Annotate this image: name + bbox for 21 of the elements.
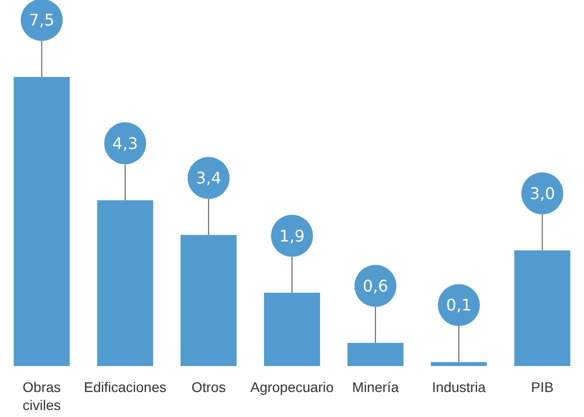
x-tick-label: Minería — [352, 379, 399, 395]
bar — [264, 292, 320, 366]
x-tick-label: PIB — [530, 379, 554, 395]
x-tick-label: Edificaciones — [84, 379, 166, 395]
data-label: 3,4 — [196, 168, 222, 188]
x-tick-label: Agropecuario — [250, 379, 334, 395]
bar — [430, 362, 487, 366]
x-tick-label: Obras civiles — [22, 379, 61, 413]
data-label: 0,1 — [446, 296, 472, 315]
x-tick-label: Otros — [191, 379, 226, 395]
bar — [180, 234, 237, 366]
data-label: 7,5 — [28, 10, 54, 30]
data-label: 1,9 — [279, 226, 305, 246]
bar — [514, 250, 570, 366]
data-label: 3,0 — [530, 184, 556, 203]
x-tick-label: Industria — [432, 379, 486, 395]
data-label: 0,6 — [362, 276, 388, 296]
bar — [347, 342, 404, 366]
bar — [97, 200, 154, 366]
data-label: 4,3 — [112, 134, 138, 153]
bar — [14, 77, 70, 366]
